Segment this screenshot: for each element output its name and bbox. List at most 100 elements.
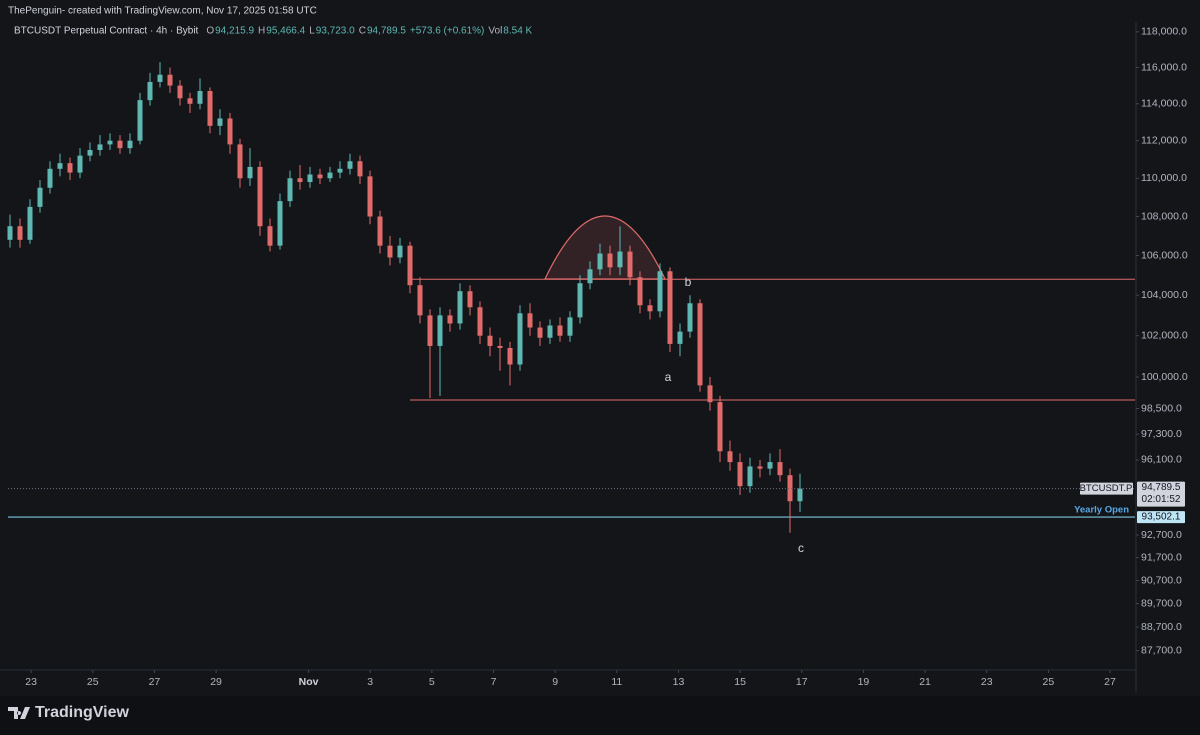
x-tick-label: Nov (299, 676, 319, 688)
y-tick-label: 118,000.0 (1141, 26, 1187, 38)
candle-body (717, 402, 723, 452)
symbol-label: BTCUSDT.P (1080, 483, 1133, 494)
candle-body (417, 285, 423, 316)
x-tick-label: 29 (210, 676, 222, 688)
candle-body (387, 245, 393, 258)
x-tick-label: 27 (1104, 676, 1116, 688)
legend-line: BTCUSDT Perpetual Contract · 4h · Bybit … (14, 26, 533, 37)
candle-body (7, 226, 13, 240)
candle-body (67, 163, 73, 173)
volume-label: Vol (488, 26, 502, 37)
candle-body (437, 315, 443, 346)
candle-body (587, 269, 593, 284)
candle-body (687, 303, 693, 332)
y-tick-label: 92,700.0 (1141, 529, 1182, 541)
candle-body (747, 466, 753, 487)
candle-body (177, 85, 183, 99)
candle-body (477, 307, 483, 336)
candle-body (217, 118, 223, 126)
x-tick-label: 17 (796, 676, 808, 688)
x-tick-label: 19 (858, 676, 870, 688)
candle-body (737, 462, 743, 487)
y-tick-label: 112,000.0 (1141, 134, 1187, 146)
candle-body (617, 251, 623, 268)
y-tick-label: 108,000.0 (1141, 210, 1188, 222)
ohlc-label: L (309, 26, 315, 37)
y-tick-label: 91,700.0 (1141, 551, 1182, 563)
yearly-open-label: Yearly Open (1074, 505, 1129, 516)
candle-body (557, 325, 563, 336)
candle-body (17, 226, 23, 240)
candle-body (677, 331, 683, 344)
candle-body (367, 176, 373, 217)
candle-body (147, 81, 153, 101)
candle-body (457, 291, 463, 324)
candle-body (267, 226, 273, 246)
y-tick-label: 88,700.0 (1141, 621, 1182, 633)
candle-body (297, 178, 303, 183)
x-tick-label: 7 (491, 676, 497, 688)
candle-body (307, 174, 313, 183)
candle-body (577, 283, 583, 318)
candle-body (697, 303, 703, 386)
candle-body (507, 347, 513, 365)
symbol-line: BTCUSDT Perpetual Contract · 4h · Bybit (14, 26, 199, 37)
x-tick-label: 11 (611, 676, 622, 688)
candle-body (777, 462, 783, 476)
candle-body (757, 466, 763, 469)
candle-body (87, 150, 93, 156)
y-tick-label: 110,000.0 (1141, 172, 1187, 184)
arc-drawing (544, 215, 666, 280)
y-tick-label: 104,000.0 (1141, 289, 1188, 301)
candle-body (357, 161, 363, 177)
ohlc-label: C (359, 26, 366, 37)
candle-body (207, 91, 213, 126)
candle-body (137, 100, 143, 141)
footer-bar (0, 696, 1200, 735)
candle-body (647, 305, 653, 312)
candle-body (197, 91, 203, 104)
candle-body (107, 140, 113, 145)
x-tick-label: 23 (981, 676, 993, 688)
x-tick-label: 23 (25, 676, 37, 688)
x-tick-label: 15 (734, 676, 746, 688)
plot-area (7, 62, 1135, 533)
yearly-open-badge (1137, 511, 1185, 524)
ohlc-value: 94,789.5 (367, 26, 406, 37)
candle-body (27, 206, 33, 240)
candle-body (127, 140, 133, 149)
wave-label: c (798, 541, 804, 555)
x-tick-label: 5 (429, 676, 435, 688)
y-tick-label: 100,000.0 (1141, 371, 1188, 383)
ohlc-value: 93,723.0 (316, 26, 355, 37)
ohlc-label: H (258, 26, 265, 37)
candle-body (727, 451, 733, 463)
candle-body (327, 172, 333, 179)
candle-body (767, 462, 773, 469)
candle-body (97, 144, 103, 151)
y-tick-label: 97,300.0 (1141, 428, 1182, 440)
candle-body (57, 163, 63, 169)
last-price-label: 94,789.5 (1142, 482, 1181, 493)
candle-body (317, 174, 323, 179)
brand-logo: TradingView (8, 704, 130, 721)
candle-body (157, 74, 163, 82)
candle-body (447, 315, 453, 324)
x-tick-label: 9 (552, 676, 558, 688)
candle-body (627, 251, 633, 278)
candle-body (467, 291, 473, 308)
yearly-open-value: 93,502.1 (1142, 512, 1181, 523)
candle-body (167, 74, 173, 86)
candle-body (37, 187, 43, 207)
y-tick-label: 89,700.0 (1141, 597, 1182, 609)
symbol-badge (1080, 482, 1133, 495)
volume: 8.54 K (503, 26, 532, 37)
candle-body (397, 245, 403, 258)
candle-body (497, 345, 503, 348)
ohlc-value: 95,466.4 (266, 26, 305, 37)
y-tick-label: 102,000.0 (1141, 329, 1188, 341)
y-tick-label: 90,700.0 (1141, 574, 1182, 586)
x-tick-label: 21 (919, 676, 931, 688)
candle-body (597, 253, 603, 270)
